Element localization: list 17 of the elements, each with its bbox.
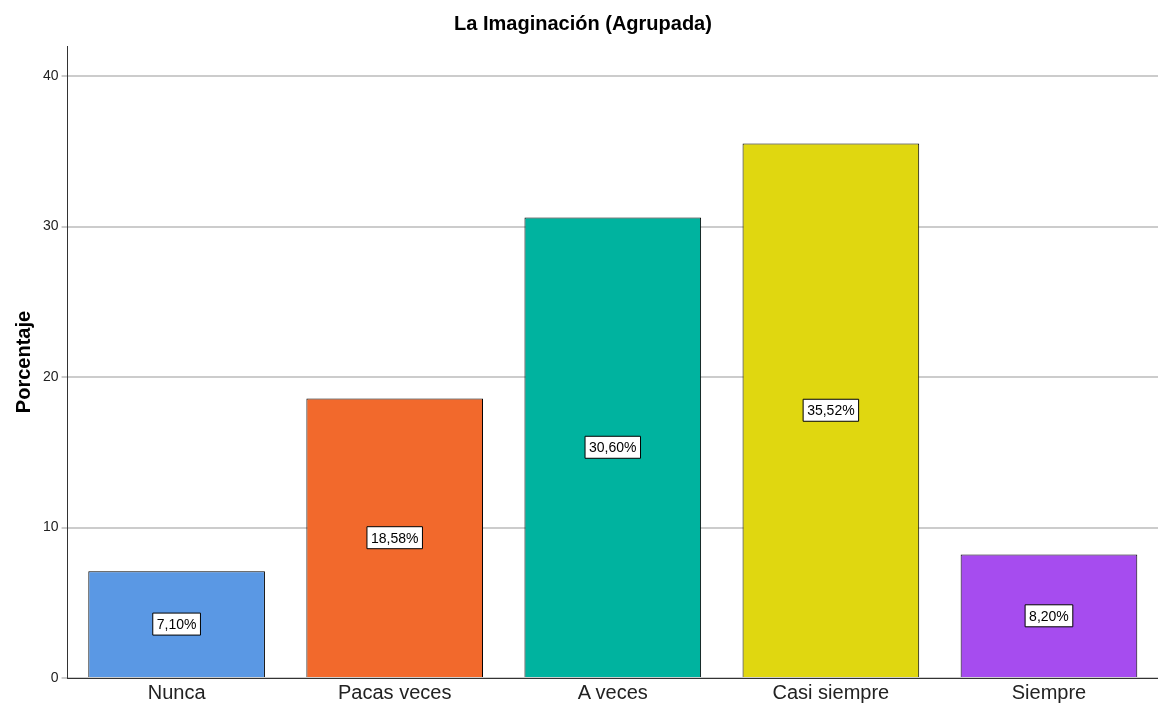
x-tick-label: Pacas veces [338,680,452,703]
y-tick-label: 10 [42,518,59,535]
data-label: 30,60% [589,439,637,456]
x-tick-label: A veces [577,680,648,703]
x-tick-label: Siempre [1011,680,1087,703]
y-tick-label: 40 [42,66,59,83]
data-label: 8,20% [1029,607,1069,624]
y-tick-label: 20 [42,367,59,384]
y-tick-label: 0 [50,668,59,685]
data-label: 18,58% [370,529,419,546]
data-label: 7,10% [156,615,197,632]
x-tick-label: Casi siempre [772,680,890,703]
x-tick-label: Nunca [147,680,207,703]
chart-title: La Imaginación (Agrupada) [454,11,712,34]
data-label: 35,52% [807,402,855,419]
y-axis-title: Porcentaje [11,310,34,414]
y-tick-label: 30 [42,217,59,234]
